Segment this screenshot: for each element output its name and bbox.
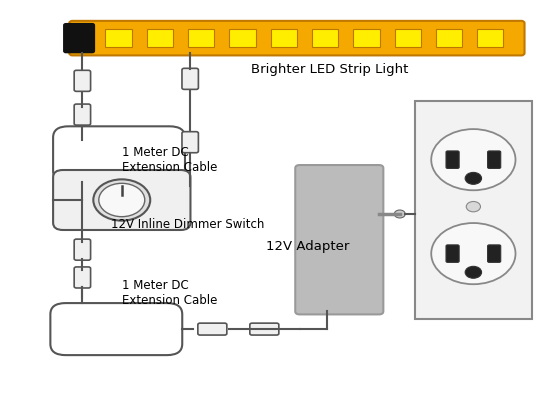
Text: 1 Meter DC
Extension Cable: 1 Meter DC Extension Cable — [122, 146, 217, 174]
FancyBboxPatch shape — [64, 24, 95, 53]
Bar — [394, 30, 421, 47]
Bar — [477, 30, 503, 47]
FancyBboxPatch shape — [53, 170, 190, 230]
Bar — [188, 30, 214, 47]
Bar — [353, 30, 380, 47]
Bar — [312, 30, 338, 47]
FancyBboxPatch shape — [250, 323, 279, 335]
FancyBboxPatch shape — [198, 323, 227, 335]
FancyBboxPatch shape — [415, 101, 532, 319]
FancyBboxPatch shape — [74, 104, 91, 125]
Bar — [436, 30, 462, 47]
Text: Brighter LED Strip Light: Brighter LED Strip Light — [251, 63, 409, 76]
FancyBboxPatch shape — [446, 245, 459, 262]
FancyBboxPatch shape — [446, 151, 459, 168]
Bar — [229, 30, 256, 47]
FancyBboxPatch shape — [488, 151, 501, 168]
FancyBboxPatch shape — [74, 239, 91, 260]
Bar — [147, 30, 173, 47]
FancyBboxPatch shape — [182, 132, 199, 153]
FancyBboxPatch shape — [182, 68, 199, 89]
Text: 12V Adapter: 12V Adapter — [266, 240, 349, 253]
Circle shape — [431, 129, 515, 190]
Circle shape — [99, 183, 145, 217]
FancyBboxPatch shape — [488, 245, 501, 262]
FancyBboxPatch shape — [69, 21, 525, 56]
Circle shape — [394, 210, 405, 218]
Circle shape — [465, 266, 482, 278]
Circle shape — [465, 172, 482, 184]
Bar — [106, 30, 131, 47]
Text: 12V Inline Dimmer Switch: 12V Inline Dimmer Switch — [111, 218, 264, 231]
FancyBboxPatch shape — [74, 70, 91, 91]
FancyBboxPatch shape — [74, 267, 91, 288]
Bar — [271, 30, 297, 47]
Circle shape — [94, 179, 150, 221]
Circle shape — [466, 202, 481, 212]
Circle shape — [431, 223, 515, 284]
Text: 1 Meter DC
Extension Cable: 1 Meter DC Extension Cable — [122, 279, 217, 307]
FancyBboxPatch shape — [295, 165, 383, 314]
